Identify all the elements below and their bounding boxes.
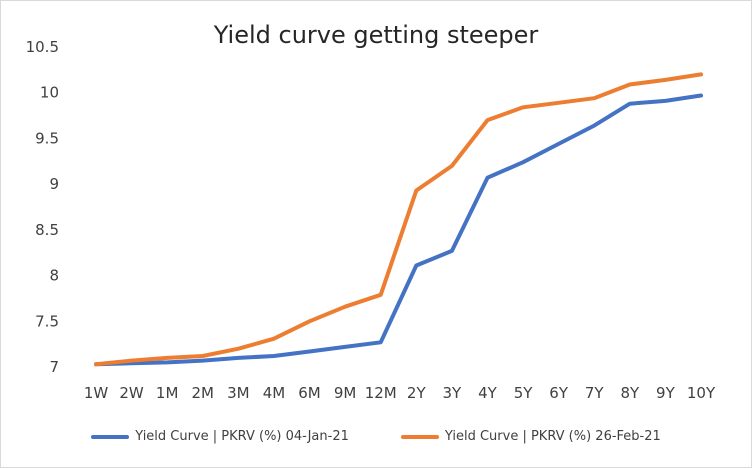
x-tick-label: 9M [334, 384, 357, 402]
y-tick-label: 9.5 [35, 129, 59, 147]
x-tick-label: 3M [227, 384, 250, 402]
y-tick-label: 9 [49, 175, 59, 193]
x-tick-label: 4Y [478, 384, 498, 402]
series-line-2 [94, 72, 703, 367]
x-tick-label: 6Y [549, 384, 569, 402]
x-tick-label: 5Y [514, 384, 534, 402]
x-tick-label: 1M [156, 384, 179, 402]
legend-swatch [91, 434, 130, 439]
x-tick-label: 2W [119, 384, 144, 402]
y-tick-label: 8.5 [35, 221, 59, 239]
x-tick-label: 2Y [407, 384, 427, 402]
y-tick-label: 10 [40, 84, 59, 102]
x-tick-label: 6M [298, 384, 321, 402]
x-tick-label: 12M [365, 384, 397, 402]
x-tick-label: 9Y [656, 384, 676, 402]
chart-title: Yield curve getting steeper [213, 21, 539, 49]
legend-label: Yield Curve | PKRV (%) 04-Jan-21 [135, 429, 349, 444]
x-tick-label: 8Y [620, 384, 640, 402]
x-tick-label: 4M [263, 384, 286, 402]
legend-item-series-1: Yield Curve | PKRV (%) 04-Jan-21 [91, 429, 349, 444]
y-tick-label: 7.5 [35, 312, 59, 330]
y-tick-label: 7 [49, 358, 59, 376]
series-line-1 [94, 93, 703, 367]
x-tick-label: 1W [84, 384, 109, 402]
legend-label: Yield Curve | PKRV (%) 26-Feb-21 [444, 429, 661, 444]
chart-legend: Yield Curve | PKRV (%) 04-Jan-21 Yield C… [1, 429, 751, 444]
x-tick-label: 2M [192, 384, 215, 402]
x-tick-label: 3Y [443, 384, 463, 402]
x-tick-label: 7Y [585, 384, 605, 402]
y-tick-label: 8 [49, 267, 59, 285]
legend-swatch [400, 434, 439, 439]
y-tick-label: 10.5 [26, 38, 59, 56]
x-tick-label: 10Y [687, 384, 716, 402]
legend-item-series-2: Yield Curve | PKRV (%) 26-Feb-21 [400, 429, 661, 444]
